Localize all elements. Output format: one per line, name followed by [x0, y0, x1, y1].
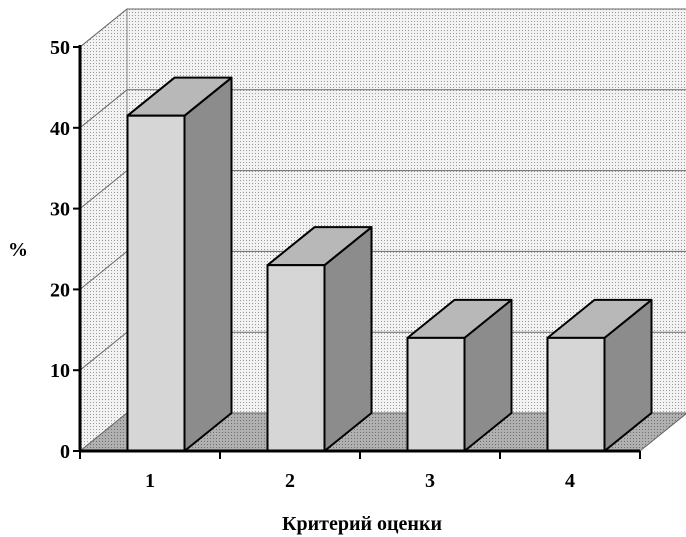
- y-tick-label: 0: [60, 441, 70, 463]
- side-wall: [79, 7, 128, 453]
- y-tick-label: 30: [50, 199, 70, 221]
- y-tick-label: 50: [50, 37, 70, 59]
- bar-side: [183, 76, 233, 452]
- x-tick-label: 1: [145, 470, 155, 492]
- bar: [546, 298, 653, 453]
- x-tick-label: 4: [565, 470, 575, 492]
- x-tick-label: 2: [285, 470, 295, 492]
- bar: [126, 76, 233, 453]
- y-tick-label: 20: [50, 279, 70, 301]
- gridline: [79, 89, 686, 129]
- gridline: [79, 8, 686, 48]
- bar-front: [406, 336, 466, 453]
- x-axis-title: Критерий оценки: [282, 513, 442, 535]
- bar-front: [546, 336, 606, 453]
- x-tick-label: 3: [425, 470, 435, 492]
- y-tick-label: 40: [50, 118, 70, 140]
- bar-front: [266, 264, 326, 452]
- bar: [266, 226, 373, 452]
- y-axis-title: %: [8, 239, 28, 261]
- bars: [126, 76, 653, 453]
- y-tick-label: 10: [50, 360, 70, 382]
- bar: [406, 298, 513, 453]
- y-axis-ticks: 0 10 20 30 40 50: [50, 37, 80, 463]
- bar-front: [126, 114, 186, 453]
- x-axis-ticks: 1 2 3 4: [79, 451, 641, 492]
